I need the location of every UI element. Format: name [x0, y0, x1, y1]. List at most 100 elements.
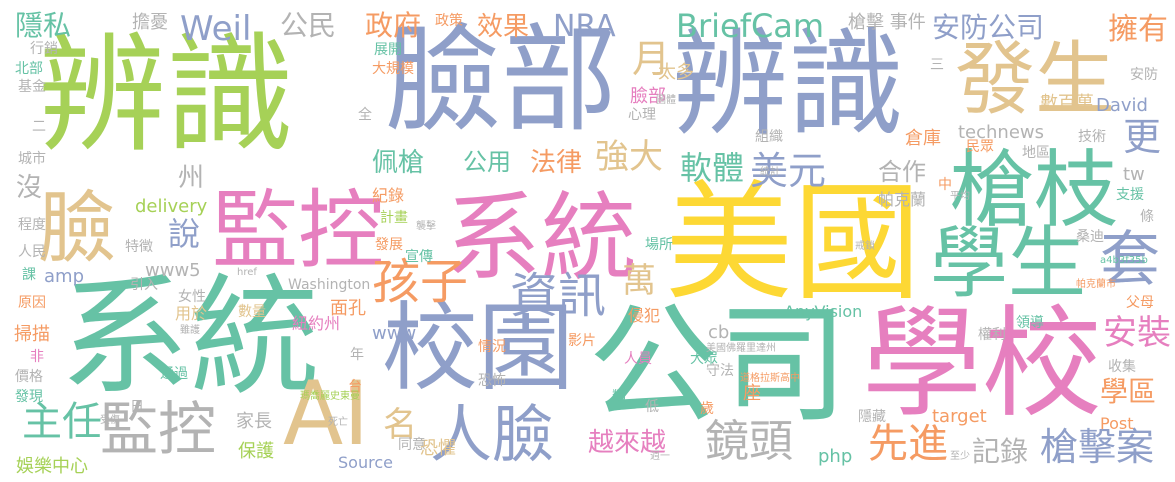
word-jiankong-pink: 監控 — [212, 181, 384, 281]
word-siwang: 死亡 — [328, 417, 348, 428]
word-php: php — [818, 446, 853, 467]
word-geng: 更 — [1123, 115, 1162, 159]
word-daguimo: 大規模 — [372, 61, 414, 77]
word-cangku: 倉庫 — [905, 128, 941, 149]
word-jijin: 基金 — [18, 79, 46, 95]
word-yule-zhongxin: 娛樂中心 — [16, 456, 88, 477]
word-weil: Weil — [180, 9, 252, 49]
word-nian: 年 — [350, 347, 364, 363]
word-xiaoguo: 效果 — [477, 12, 530, 42]
word-gongyong: 公用 — [463, 148, 511, 176]
word-taiduo: 太多 — [658, 62, 694, 83]
word-pingjun: 平均 — [950, 191, 970, 202]
word-zuo: 座 — [743, 383, 761, 404]
word-jihua: 計畫 — [380, 210, 408, 226]
word-jilu-small: 紀錄 — [372, 186, 405, 205]
word-zhengce: 政策 — [435, 13, 463, 29]
word-amp: amp — [44, 266, 84, 287]
word-xuequ: 學區 — [1100, 375, 1157, 408]
word-nvxing: 女性 — [178, 289, 206, 305]
word-jiesuo: 戒鎖 — [855, 241, 875, 252]
word-xitong-mid: 系統 — [445, 182, 637, 294]
word-xuanchuan: 宣傳 — [405, 249, 433, 265]
word-faxian: 發現 — [15, 389, 43, 405]
word-zhong: 中 — [938, 177, 952, 193]
word-xiji: 襲擊 — [416, 221, 436, 232]
word-xuexiao: 學校 — [862, 295, 1102, 434]
word-fei: 非 — [30, 349, 44, 365]
word-a4b3f35b: a4b3f35b — [1100, 255, 1148, 266]
word-qiangjian: 槍擊案 — [1040, 425, 1155, 469]
word-briefcam: BriefCam — [676, 7, 825, 45]
word-di: 低 — [645, 399, 659, 415]
word-source: Source — [338, 453, 393, 472]
word-shoushang: 受傷 — [100, 415, 120, 426]
word-yongyou: 擁有 — [1108, 12, 1168, 47]
word-minzhong: 民眾 — [966, 139, 994, 155]
word-quan: 全 — [358, 107, 372, 123]
word-zhuren: 主任 — [22, 399, 102, 445]
word-ruanti: 軟體 — [680, 149, 745, 187]
word-tongji: 統計 — [760, 167, 780, 178]
word-tao: 套 — [1100, 225, 1160, 295]
word-post: Post — [1100, 414, 1134, 433]
word-xingxiao: 行銷 — [30, 41, 58, 57]
word-www5: www5 — [145, 260, 201, 281]
word-sui: 歲 — [700, 401, 714, 417]
word-fasheng: 發生 — [955, 33, 1115, 126]
word-jishu: 技術 — [1078, 129, 1106, 145]
word-shibie-large: 辨識 — [38, 21, 295, 170]
word-xuesheng: 學生 — [930, 219, 1087, 309]
word-ke: 課 — [22, 267, 36, 283]
word-qiangzhi: 槍枝 — [950, 141, 1119, 239]
word-shouji: 收集 — [1108, 359, 1136, 375]
word-falv: 法律 — [530, 148, 583, 178]
word-tw: tw — [1123, 164, 1145, 185]
word-lingdao: 領導 — [1016, 315, 1044, 331]
word-tiao: 條 — [1140, 209, 1154, 225]
word-fumu: 父母 — [1126, 295, 1154, 311]
word-qingkuang: 情況 — [478, 339, 506, 355]
word-zhou: 州 — [178, 163, 205, 193]
word-renmin: 人民 — [18, 244, 46, 260]
word-ri: 日 — [130, 399, 144, 415]
word-er: 二 — [32, 119, 46, 135]
word-nra: NRA — [553, 9, 616, 44]
word-stoneman: 瑪喬麗史東曼 — [300, 391, 360, 402]
word-lianbu: 臉部 — [385, 13, 617, 148]
word-zhengfu: 政府 — [365, 9, 422, 42]
word-xitong-bottom: 系統 — [60, 261, 321, 413]
word-sangdi: 桑迪 — [1076, 229, 1104, 245]
word-shibie-right: 辨識 — [672, 17, 904, 152]
word-baohu: 保護 — [238, 441, 274, 462]
word-delivery: delivery — [135, 196, 208, 217]
word-xianjin: 先進 — [868, 421, 948, 467]
word-florida: 美國佛羅里達州 — [706, 343, 776, 354]
word-saomiao: 掃描 — [14, 324, 50, 345]
word-yuelaiyue: 越來越 — [588, 428, 667, 458]
word-suihu: 雖護 — [180, 325, 200, 336]
word-tezheng: 特徵 — [125, 239, 153, 255]
word-target: target — [932, 406, 987, 427]
word-jilu: 記錄 — [972, 435, 1029, 468]
word-changsuo: 場所 — [645, 237, 673, 253]
word-anfang-gongsi: 安防公司 — [932, 11, 1045, 44]
word-anyvision: AnyVision — [784, 302, 863, 321]
word-gongmin: 公民 — [280, 9, 337, 42]
word-yue: 月 — [632, 37, 671, 81]
word-mei: 沒 — [16, 173, 43, 203]
word-anzhuang: 安裝 — [1103, 313, 1171, 353]
word-xinli: 心理 — [628, 107, 656, 123]
word-lei: 類 — [612, 389, 626, 405]
word-zhankai: 展開 — [374, 42, 402, 58]
word-beibu: 北部 — [15, 61, 43, 77]
word-shubaiwan: 數百萬 — [1040, 93, 1094, 114]
word-tongyi: 同意 — [398, 437, 426, 453]
word-qinfan: 侵犯 — [628, 306, 661, 325]
word-qiangda: 強大 — [595, 137, 663, 177]
word-diqu: 地區 — [1022, 145, 1050, 161]
word-yuanyin: 原因 — [18, 295, 46, 311]
word-renyuan: 人員 — [624, 351, 652, 367]
word-miankong: 面孔 — [330, 298, 366, 319]
